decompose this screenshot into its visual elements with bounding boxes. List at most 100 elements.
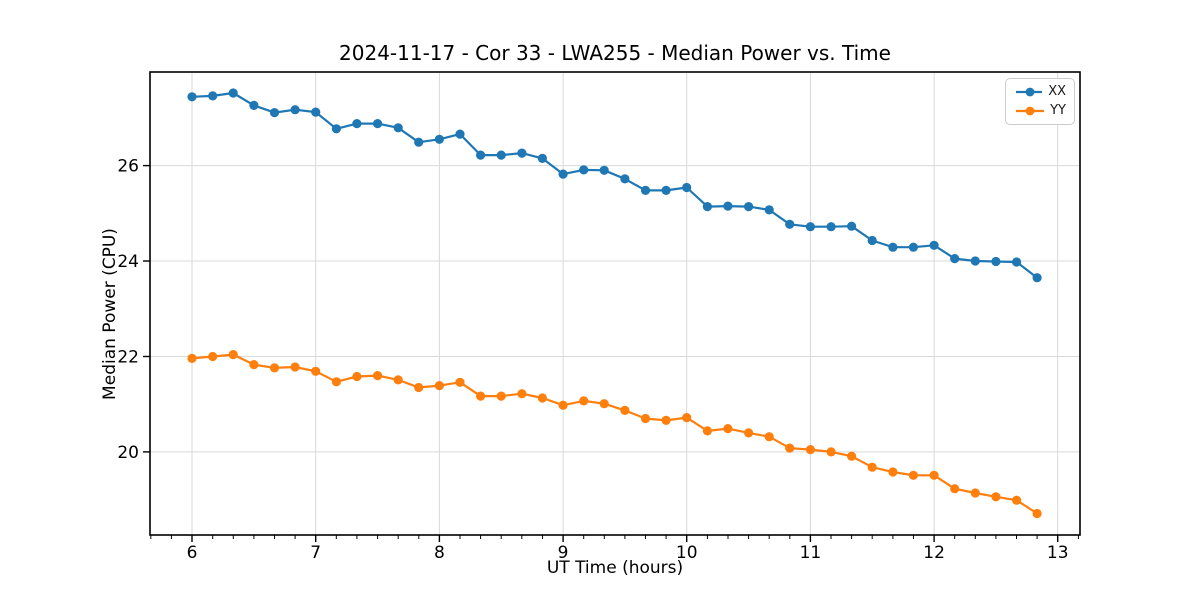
series-yy-marker [785,443,795,453]
legend-line-marker-xx-icon [1016,87,1043,97]
series-yy-marker [599,399,609,409]
series-yy-marker [970,488,980,498]
chart-title: 2024-11-17 - Cor 33 - LWA255 - Median Po… [339,41,891,65]
series-xx-marker [331,124,341,134]
series-xx-marker [517,148,527,158]
series-yy-marker [249,360,259,370]
series-xx-marker [579,165,589,175]
series-yy-marker [579,396,589,406]
series-yy-marker [476,391,486,401]
series-xx-marker [228,88,238,98]
series-xx-marker [888,242,898,252]
series-yy-marker [414,382,424,393]
series-xx-marker [702,202,713,212]
legend-item-xx: XX [1014,85,1066,99]
series-xx-marker [950,254,960,264]
series-xx-marker [764,205,774,215]
series-xx-marker [744,202,754,212]
series-yy-marker [744,428,754,438]
legend: XX YY [1005,78,1075,125]
series-yy-marker [1032,508,1042,519]
axes-spines [149,71,1081,536]
y-tick-label: 24 [117,252,139,272]
series-xx-marker [269,108,280,118]
series-xx-marker [537,153,548,163]
series-xx-marker [393,123,403,133]
series-xx-marker [661,185,671,195]
series-xx-marker [620,174,630,184]
x-tick-label: 10 [676,543,698,563]
series-xx-marker [352,119,362,129]
series-yy-marker [455,377,465,387]
series-xx-marker [991,256,1001,267]
series-yy-marker [187,353,197,363]
series-xx-marker [599,165,609,175]
x-tick-label: 11 [800,543,822,563]
y-tick-label: 26 [117,157,139,177]
series-yy-marker [682,413,692,423]
series-xx-marker [455,129,465,139]
series-yy-marker [929,470,939,480]
series-xx-marker [311,107,321,117]
series-xx-marker [929,240,939,250]
x-tick-label: 8 [434,543,445,563]
series-xx-marker [867,235,877,246]
series-xx-marker [805,222,816,232]
series-xx-marker [208,91,218,101]
series-yy-marker [537,393,548,403]
series-xx-marker [290,105,300,115]
series-yy-marker [867,462,877,472]
series-xx-marker [249,100,259,110]
series-xx-marker [496,150,506,160]
legend-item-yy: YY [1014,103,1066,118]
series-yy-marker [517,389,527,399]
x-tick-label: 13 [1047,543,1069,563]
x-axis-label: UT Time (hours) [546,558,684,578]
series-yy-marker [826,447,836,457]
series-yy-marker [950,484,960,494]
series-yy-marker [991,492,1001,502]
x-tick-label: 9 [558,543,569,563]
series-yy-marker [805,445,816,455]
series-xx-marker [723,201,733,211]
series-xx-marker [970,256,980,266]
series-yy-marker [434,381,444,391]
series-yy-marker [331,377,341,387]
series-xx-marker [414,137,424,147]
y-tick-label: 20 [117,443,139,463]
y-tick-label: 22 [117,348,139,368]
series-xx-marker [682,182,692,193]
legend-label-xx: XX [1048,84,1066,100]
series-xx-marker [847,221,857,231]
series-yy-marker [702,426,713,436]
series-xx-marker [434,134,444,144]
series-yy-marker [290,362,300,372]
x-tick-label: 12 [923,543,945,563]
series-yy-marker [723,424,733,434]
series-xx-marker [826,222,836,232]
series-yy-marker [228,350,238,360]
series-yy-marker [640,413,651,424]
series-yy-marker [908,470,919,480]
legend-line-marker-yy-icon [1016,106,1044,116]
series-xx-marker [1032,273,1042,283]
series-xx-marker [476,150,486,160]
series-yy-marker [393,375,403,385]
x-tick-label: 7 [310,543,321,563]
series-yy-marker [208,351,218,362]
x-tick-label: 6 [187,543,198,563]
series-yy-line [190,353,1039,515]
series-yy-marker [496,391,506,401]
series-xx-marker [373,119,383,129]
series-xx-marker [187,92,197,102]
series-yy-marker [311,366,321,376]
series-xx-marker [1012,257,1022,267]
series-yy-marker [888,467,898,477]
series-yy-marker [1012,495,1022,505]
series-yy-marker [847,451,857,461]
series-yy-marker [558,400,568,410]
series-yy-marker [620,405,630,415]
series-yy-marker [661,415,671,425]
